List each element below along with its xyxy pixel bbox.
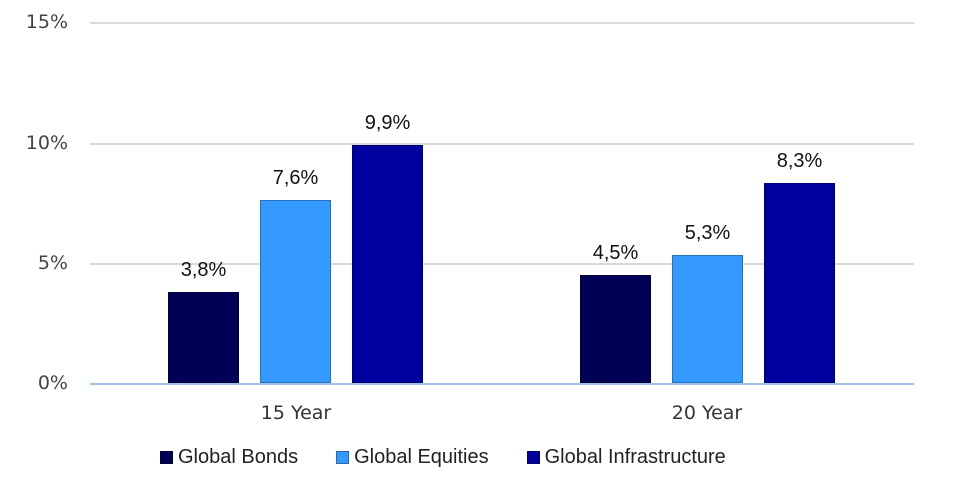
y-tick-label: 15% [25, 11, 68, 33]
bar [168, 291, 239, 383]
legend-swatch-icon [160, 451, 173, 464]
legend-item-global-infrastructure: Global Infrastructure [526, 446, 726, 469]
y-tick-label: 0% [37, 372, 68, 394]
bar [672, 255, 743, 383]
legend-label: Global Bonds [178, 446, 299, 468]
data-label: 4,5% [592, 241, 639, 264]
gridline [90, 22, 914, 24]
data-label: 8,3% [776, 150, 823, 173]
gridline [90, 263, 914, 265]
bar [580, 274, 651, 383]
legend-label: Global Infrastructure [544, 446, 726, 468]
bar [352, 144, 423, 383]
x-category-label: 20 Year [671, 402, 743, 424]
data-label: 9,9% [364, 111, 411, 134]
bar [260, 200, 331, 383]
legend-item-global-equities: Global Equities [336, 446, 489, 469]
x-axis-line [90, 383, 914, 385]
data-label: 3,8% [180, 258, 227, 281]
x-category-label: 15 Year [260, 402, 332, 424]
y-tick-label: 10% [25, 132, 68, 154]
legend-item-global-bonds: Global Bonds [160, 446, 298, 469]
data-label: 5,3% [684, 222, 731, 245]
legend-swatch-icon [526, 451, 540, 464]
bar [764, 183, 835, 383]
y-tick-label: 5% [37, 252, 68, 274]
gridline [90, 143, 914, 145]
data-label: 7,6% [272, 167, 319, 190]
legend-label: Global Equities [354, 446, 489, 468]
legend: Global Bonds Global Equities Global Infr… [160, 446, 764, 469]
legend-swatch-icon [336, 451, 350, 464]
